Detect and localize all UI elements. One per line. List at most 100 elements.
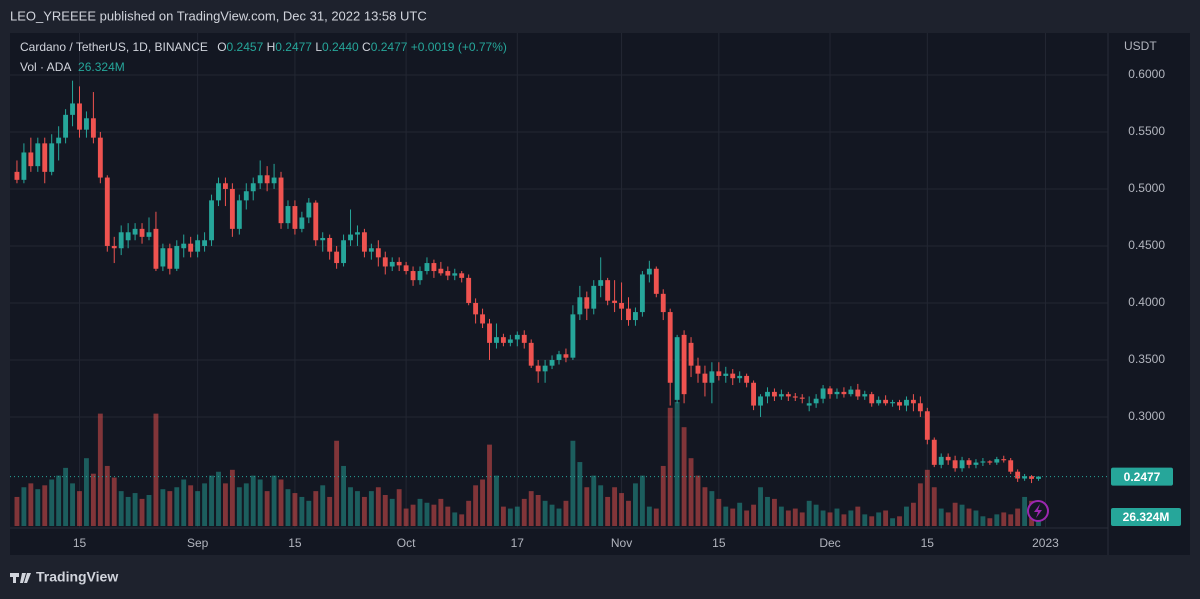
volume-bar: [222, 483, 228, 526]
volume-bar: [806, 500, 812, 526]
candle-body: [42, 143, 48, 172]
candle-body: [271, 177, 277, 184]
candle-body: [243, 191, 249, 201]
candle-body: [917, 403, 923, 412]
candle-body: [146, 232, 152, 237]
publish-info: LEO_YREEEE published on TradingView.com,…: [10, 8, 427, 23]
volume-bar: [1008, 514, 1014, 526]
candle-body: [855, 389, 861, 397]
candle-body: [702, 373, 708, 383]
volume-bar: [28, 483, 34, 526]
volume-bar: [737, 502, 743, 526]
volume-bar: [195, 491, 201, 526]
candle-body: [84, 118, 89, 130]
candle-body: [209, 200, 214, 241]
volume-bar: [876, 512, 882, 526]
volume-bar: [897, 516, 902, 526]
candle-body: [250, 183, 256, 192]
candle-body: [827, 388, 833, 395]
volume-bar: [674, 402, 680, 526]
candle-body: [285, 206, 291, 224]
volume-bar: [785, 510, 791, 526]
volume-bar: [389, 498, 395, 526]
volume-bar: [160, 489, 166, 526]
candle-body: [695, 365, 701, 374]
volume-bar: [452, 512, 458, 526]
x-tick-label: Sep: [187, 536, 209, 550]
candle-body: [841, 391, 847, 395]
candle-body: [111, 245, 117, 249]
y-tick-label: 0.6000: [1128, 67, 1165, 81]
candle-body: [500, 337, 506, 343]
change-pct: (+0.77%): [458, 40, 507, 54]
candle-body: [327, 237, 333, 252]
volume-bar: [132, 493, 138, 526]
volume-badge: [1111, 508, 1181, 526]
volume-bar: [931, 487, 937, 526]
volume-bar: [514, 506, 520, 526]
candle-body: [480, 314, 485, 324]
volume-bar: [521, 498, 527, 526]
candle-body: [487, 323, 492, 343]
volume-bar: [535, 495, 541, 526]
volume-bar: [202, 483, 208, 526]
candle-body: [966, 460, 972, 465]
legend: Cardano / TetherUS, 1D, BINANCE O0.2457 …: [20, 40, 507, 54]
volume-bar: [320, 485, 326, 526]
volume-bar: [49, 479, 55, 526]
volume-bar: [834, 508, 840, 526]
volume-bar: [563, 500, 569, 526]
volume-bar: [730, 508, 736, 526]
volume-bar: [500, 506, 506, 526]
candle-body: [35, 143, 41, 167]
volume-bar: [646, 506, 652, 526]
volume-bar: [813, 504, 819, 526]
candle-body: [771, 391, 777, 397]
volume-bar: [820, 510, 826, 526]
candle-body: [653, 268, 659, 294]
volume-bar: [216, 471, 221, 526]
volume-bar: [438, 498, 444, 526]
volume-bar: [70, 483, 75, 526]
volume-bar: [681, 427, 687, 526]
volume-bar: [980, 516, 986, 526]
candle-body: [424, 263, 430, 272]
icon-bolt: [1034, 504, 1042, 518]
candle-body: [792, 396, 798, 398]
volume-value: 26.324M: [78, 60, 125, 74]
candle-body: [389, 261, 395, 267]
candle-body: [355, 232, 360, 235]
x-tick-label: 15: [712, 536, 726, 550]
candle-body: [153, 228, 159, 269]
candle-body: [883, 399, 889, 404]
volume-bar: [90, 473, 96, 526]
candle-body: [14, 171, 20, 180]
volume-bar: [375, 487, 381, 526]
replay-icon[interactable]: [1027, 500, 1049, 522]
volume-bar: [56, 475, 62, 526]
volume-bar: [716, 498, 722, 526]
candle-body: [403, 265, 409, 272]
volume-bar: [994, 514, 1000, 526]
x-tick-label: 15: [921, 536, 935, 550]
volume-bar: [827, 512, 833, 526]
volume-bar: [118, 491, 124, 526]
candle-body: [216, 183, 221, 201]
candle-body: [681, 334, 687, 395]
change: +0.0019: [411, 40, 455, 54]
candle-body: [174, 245, 180, 269]
volume-bar: [341, 465, 347, 526]
candle-body: [341, 240, 347, 264]
candle-body: [1001, 459, 1007, 461]
candle-body: [507, 339, 513, 343]
volume-bar: [271, 475, 277, 526]
candle-body: [556, 354, 562, 360]
volume-bar: [917, 483, 923, 526]
volume-bar: [77, 491, 82, 526]
volume-title: Vol · ADA: [20, 60, 71, 74]
volume-bar: [667, 407, 673, 526]
volume-bar: [702, 487, 708, 526]
candle-body: [605, 280, 611, 301]
volume-bar: [987, 518, 993, 526]
candle-body: [862, 394, 868, 397]
